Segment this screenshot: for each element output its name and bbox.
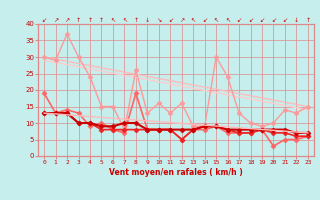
X-axis label: Vent moyen/en rafales ( km/h ): Vent moyen/en rafales ( km/h ) bbox=[109, 168, 243, 177]
